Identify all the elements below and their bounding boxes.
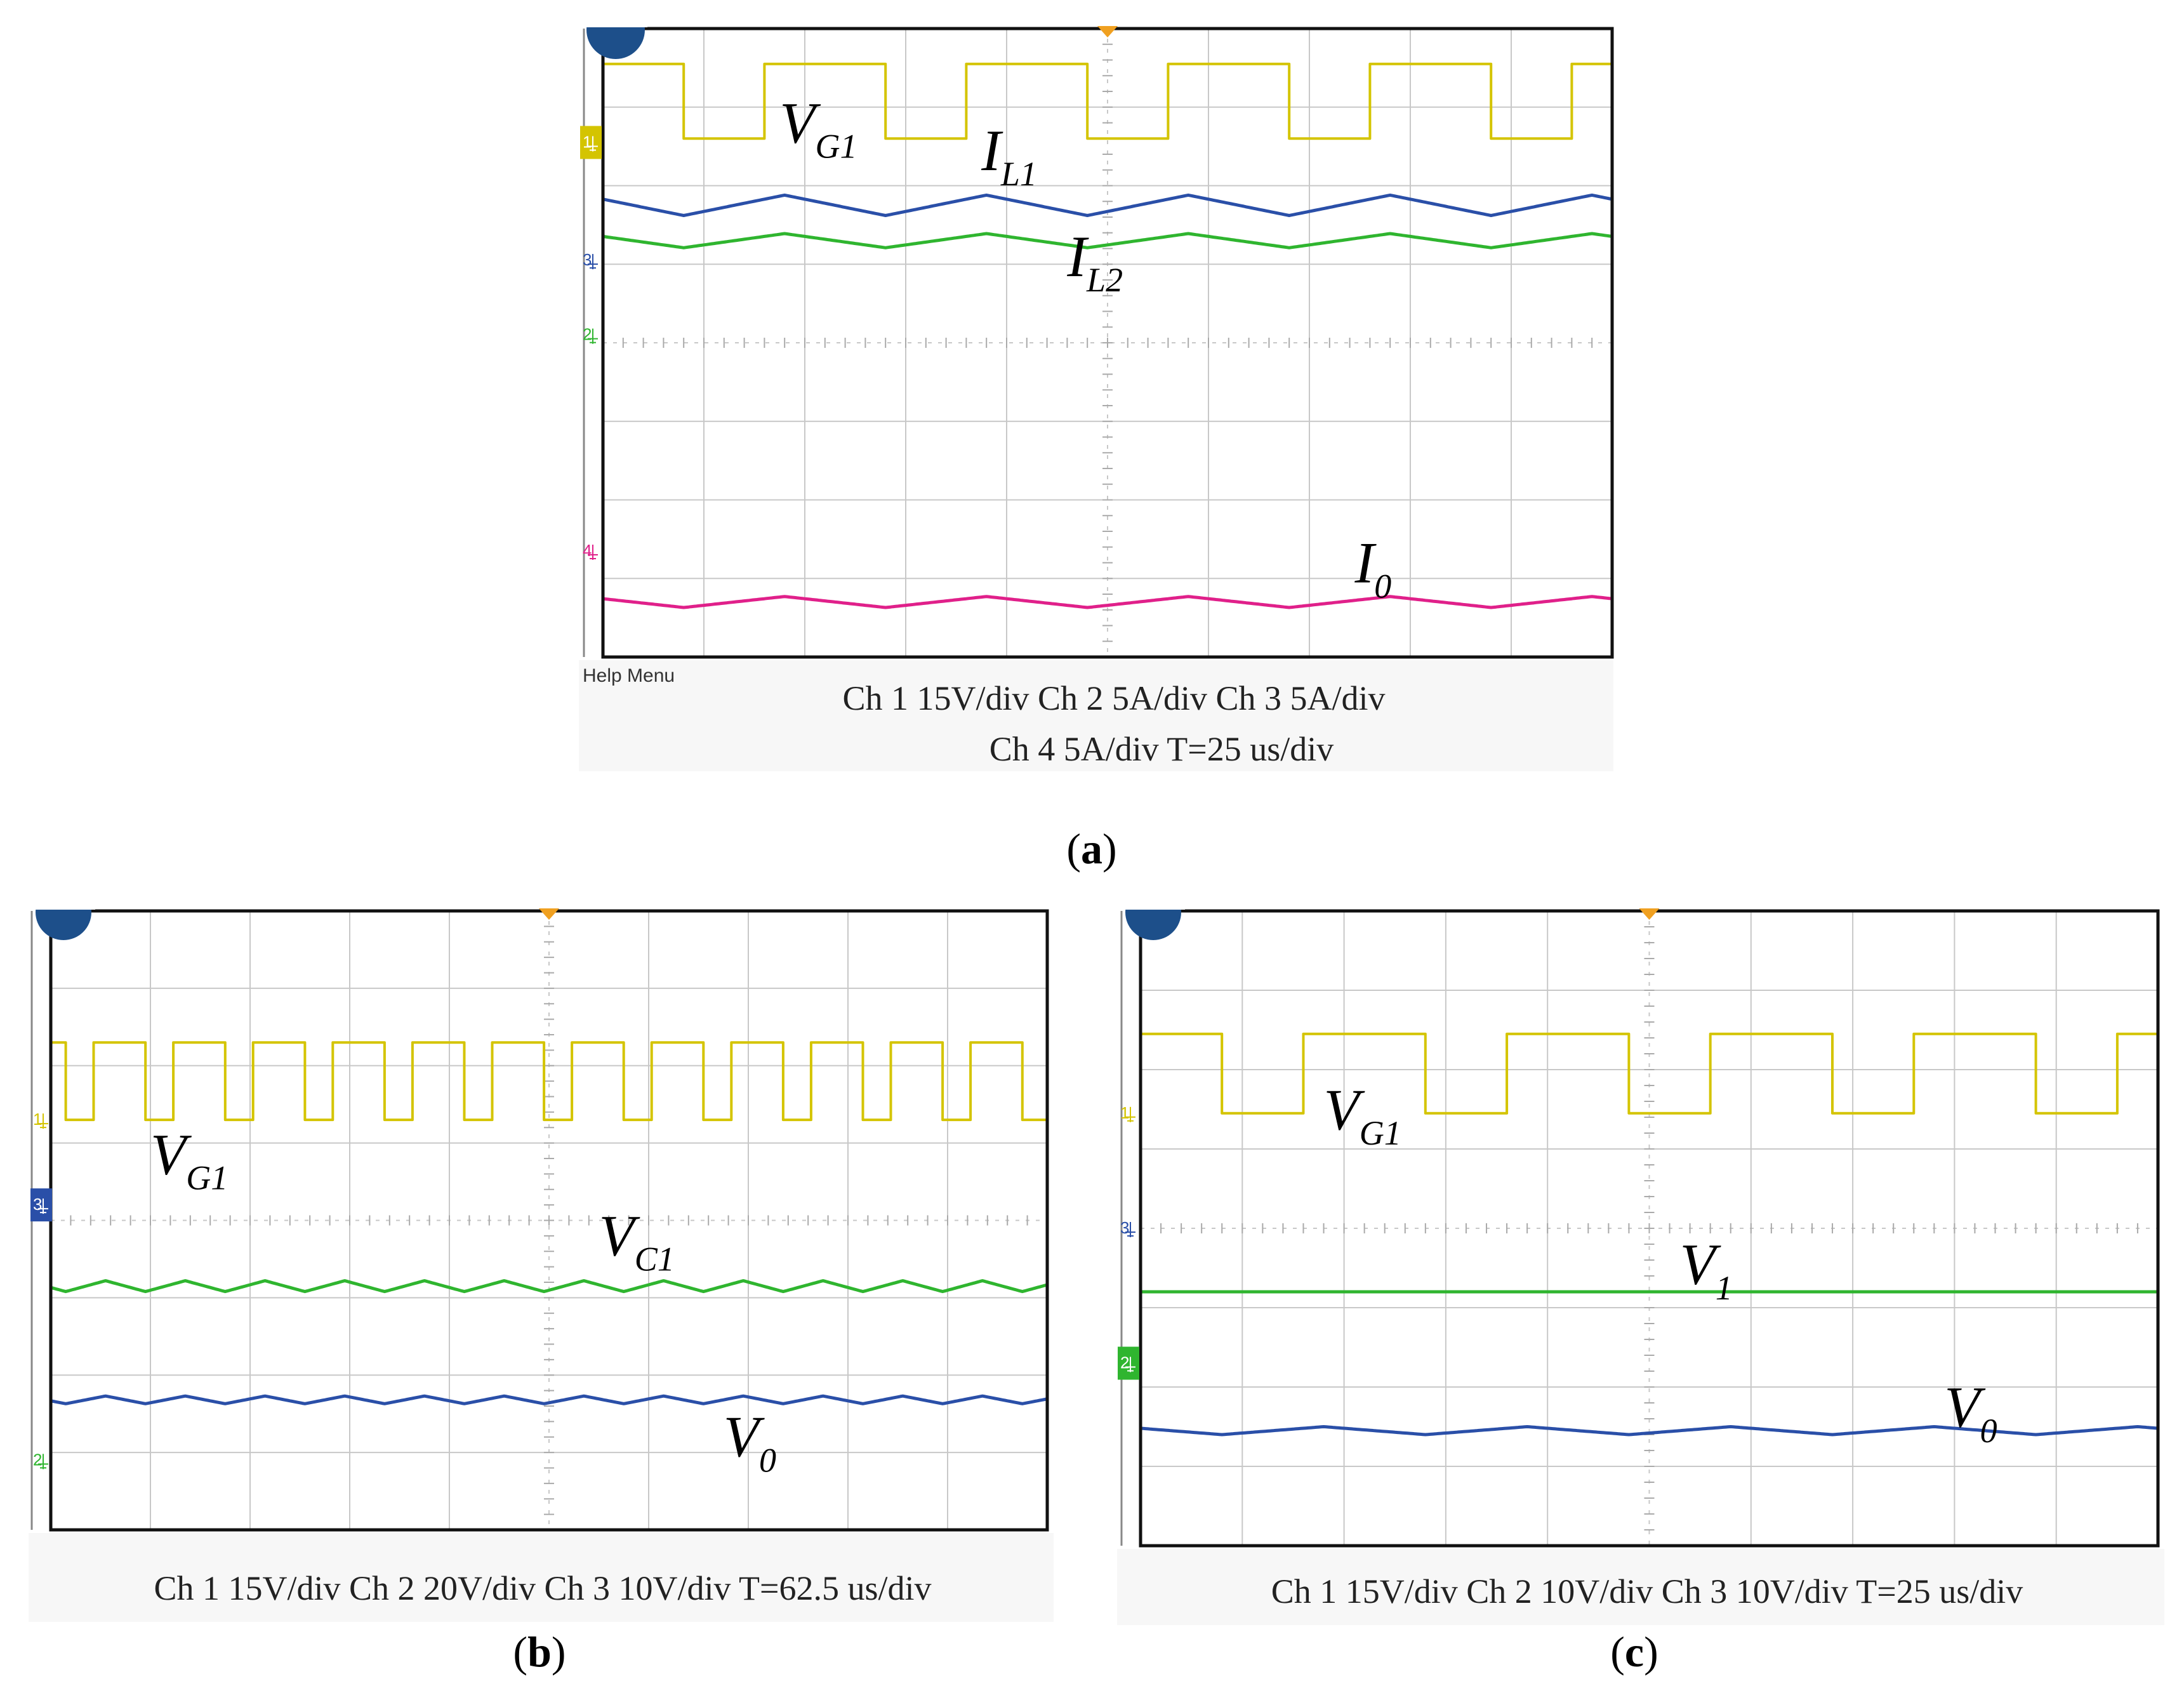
channel-3-marker: 3: [583, 250, 598, 270]
trace-v-0: [50, 1394, 1048, 1405]
trace-label-v-g1: VG1: [150, 1122, 228, 1197]
trace-label-v-1: V1: [1680, 1232, 1733, 1307]
channel-marker-label: 2: [33, 1450, 42, 1469]
trace-label-v-g1: VG1: [1324, 1077, 1401, 1152]
trace-label-v-0: V0: [1944, 1375, 1997, 1450]
channel-marker-label: 3: [583, 250, 592, 269]
scope-logo-icon: [1122, 879, 1185, 940]
ground-icon: [1125, 1106, 1135, 1122]
settings-background: [579, 660, 1613, 771]
channel-1-marker: 1: [1120, 1103, 1135, 1122]
trace-label-i-l2: IL2: [1066, 224, 1123, 299]
settings-line-2: Ch 4 5A/div T=25 us/div: [989, 730, 1334, 768]
scope-logo-icon: [32, 879, 95, 940]
logo-mask: [584, 0, 647, 27]
channel-marker-label: 3: [33, 1195, 42, 1214]
channel-marker-box: [30, 1188, 52, 1222]
channel-4-marker: 4: [583, 541, 598, 560]
channel-2-marker: 2: [33, 1450, 48, 1469]
trace-v-g1: [51, 1041, 1047, 1122]
panel-caption: (a): [1066, 825, 1116, 873]
channel-marker-label: 2: [1120, 1353, 1129, 1372]
settings-background: [29, 1533, 1054, 1622]
settings-line-1: Ch 1 15V/div Ch 2 10V/div Ch 3 10V/div T…: [1271, 1572, 2023, 1610]
channel-marker-label: 2: [583, 325, 592, 344]
ground-icon: [38, 1198, 48, 1214]
ground-icon: [1125, 1222, 1135, 1237]
center-ticks: [602, 28, 1613, 658]
channel-1-marker: 1: [33, 1110, 48, 1129]
channel-marker-label: 3: [1120, 1218, 1129, 1237]
center-ticks: [50, 910, 1048, 1530]
logo-mask: [1122, 879, 1185, 910]
ground-icon: [38, 1454, 48, 1470]
ground-icon: [1125, 1357, 1135, 1372]
channel-marker-label: 1: [583, 132, 592, 151]
center-ticks: [1140, 910, 2159, 1546]
channel-marker-label: 1: [33, 1110, 42, 1129]
channel-2-marker: 2: [1118, 1346, 1139, 1380]
help-menu-text: Help Menu: [583, 665, 675, 686]
panel-caption: (c): [1610, 1628, 1658, 1676]
trace-i-l2: [602, 232, 1613, 249]
panel-caption: (b): [513, 1628, 566, 1676]
panel-a: 1 3 2 4 VG1 IL1 IL2 I0 Help Menu Ch 1 15V/div Ch …: [579, 0, 1614, 873]
trace-v-g1: [1141, 1032, 2158, 1115]
ground-icon: [588, 328, 598, 344]
trace-v-0: [1140, 1425, 2159, 1437]
trace-label-i-l1: IL1: [981, 118, 1037, 193]
ground-icon: [588, 254, 598, 270]
channel-marker-label: 1: [1120, 1103, 1129, 1122]
ground-icon: [38, 1113, 48, 1129]
channel-marker-box: [580, 126, 602, 159]
ground-icon: [588, 544, 598, 560]
channel-1-marker: 1: [580, 126, 602, 159]
trace-label-v-g1: VG1: [779, 90, 857, 165]
settings-background: [1117, 1549, 2164, 1625]
trace-v-c1: [50, 1279, 1048, 1294]
trigger-marker-icon: [539, 908, 559, 920]
channel-2-marker: 2: [583, 325, 598, 344]
trace-label-v-0: V0: [724, 1404, 776, 1479]
trigger-marker-icon: [1097, 26, 1118, 37]
channel-marker-box: [1118, 1346, 1139, 1380]
trace-v-g1: [603, 62, 1612, 140]
trace-i-0: [602, 595, 1613, 609]
channel-3-marker: 3: [1120, 1218, 1135, 1237]
ground-icon: [588, 136, 598, 152]
trigger-marker-icon: [1639, 908, 1660, 920]
trace-i-l1: [602, 193, 1613, 217]
settings-line-1: Ch 1 15V/div Ch 2 5A/div Ch 3 5A/div: [842, 679, 1385, 717]
channel-3-marker: 3: [30, 1188, 52, 1222]
trace-label-v-c1: VC1: [599, 1203, 675, 1278]
trace-label-i-0: I0: [1354, 530, 1392, 605]
logo-mask: [32, 879, 95, 910]
channel-marker-label: 4: [583, 541, 592, 560]
settings-line-1: Ch 1 15V/div Ch 2 20V/div Ch 3 10V/div T…: [154, 1569, 931, 1607]
scope-logo-icon: [584, 0, 647, 59]
panel-b: 1 3 2 VG1 VC1 V0 Ch 1 15V/div Ch 2 20V/div Ch …: [29, 879, 1054, 1676]
panel-c: 1 3 2 VG1 V1 V0 Ch 1 15V/div Ch 2 10V/div Ch 3…: [1117, 879, 2164, 1676]
